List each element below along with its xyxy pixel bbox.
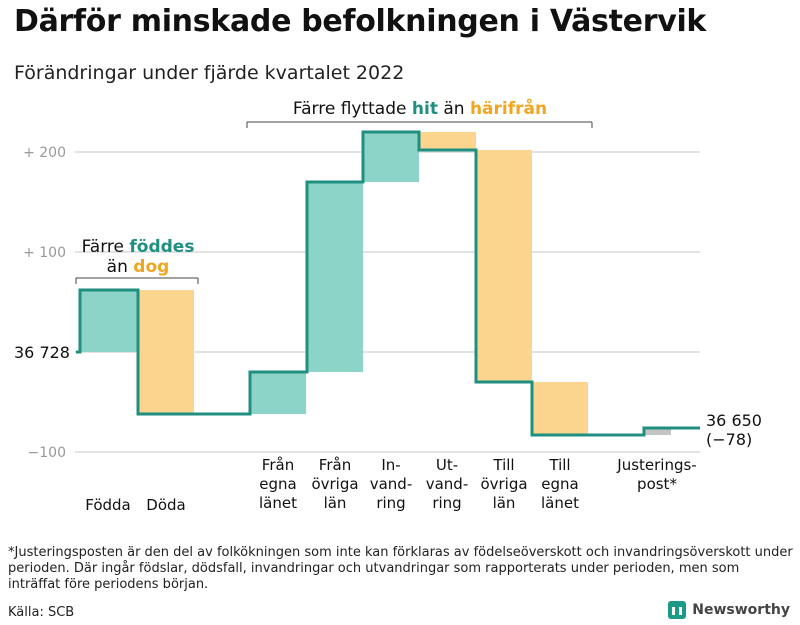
x-category-label: län xyxy=(324,494,347,512)
x-category-label: vand- xyxy=(370,475,413,493)
x-category-label: Ut- xyxy=(436,456,458,474)
x-category-label: länet xyxy=(259,494,297,512)
footnote: *Justeringsposten är den del av folkökni… xyxy=(8,545,793,592)
bar-Justeringspost* xyxy=(644,428,671,435)
x-category-label: länet xyxy=(541,494,579,512)
bar-Invandring xyxy=(363,132,419,182)
annotation-births-line1: Färre föddes xyxy=(82,237,195,257)
x-category-label: övriga xyxy=(311,475,358,493)
x-category-label: vand- xyxy=(426,475,469,493)
y-tick-label: + 100 xyxy=(23,245,66,261)
x-category-label: Till xyxy=(492,456,514,474)
x-category-label: län xyxy=(493,494,516,512)
bar-Döda xyxy=(138,290,194,414)
x-category-label: Justerings- xyxy=(616,456,696,474)
newsworthy-logo[interactable]: Newsworthy xyxy=(668,601,790,619)
bar-Till egna länet xyxy=(532,382,588,435)
x-category-label: Till xyxy=(548,456,570,474)
end-change-label: (−78) xyxy=(706,430,752,449)
x-category-label: egna xyxy=(541,475,578,493)
x-category-label: Döda xyxy=(146,496,185,514)
end-value-label: 36 650 xyxy=(706,411,762,430)
x-category-label: In- xyxy=(381,456,400,474)
bar-Från övriga län xyxy=(307,182,363,372)
source-label: Källa: SCB xyxy=(8,605,75,620)
cumulative-step-line xyxy=(76,130,700,437)
bar-Födda xyxy=(80,290,137,352)
annotation-migration: Färre flyttade hit än härifrån xyxy=(293,97,547,119)
x-category-label: övriga xyxy=(480,475,527,493)
annotation-births-line2: än dog xyxy=(107,257,170,277)
x-category-label: Från xyxy=(319,456,351,474)
newsworthy-logo-icon xyxy=(668,601,687,619)
chart-subtitle: Förändringar under fjärde kvartalet 2022 xyxy=(14,62,405,84)
bar-Utvandring xyxy=(419,132,476,150)
bar-Från egna länet xyxy=(250,372,306,414)
start-value-label: 36 728 xyxy=(14,343,70,362)
y-tick-label: + 200 xyxy=(23,145,66,161)
x-category-label: egna xyxy=(259,475,296,493)
y-tick-label: −100 xyxy=(28,445,66,461)
x-category-label: ring xyxy=(376,494,405,512)
x-category-label: Från xyxy=(262,456,294,474)
logo-text: Newsworthy xyxy=(692,602,790,618)
bar-Till övriga län xyxy=(476,150,532,382)
x-category-label: post* xyxy=(637,475,677,493)
chart-title: Därför minskade befolkningen i Västervik xyxy=(14,4,707,39)
x-category-label: ring xyxy=(432,494,461,512)
x-category-label: Födda xyxy=(85,496,131,514)
